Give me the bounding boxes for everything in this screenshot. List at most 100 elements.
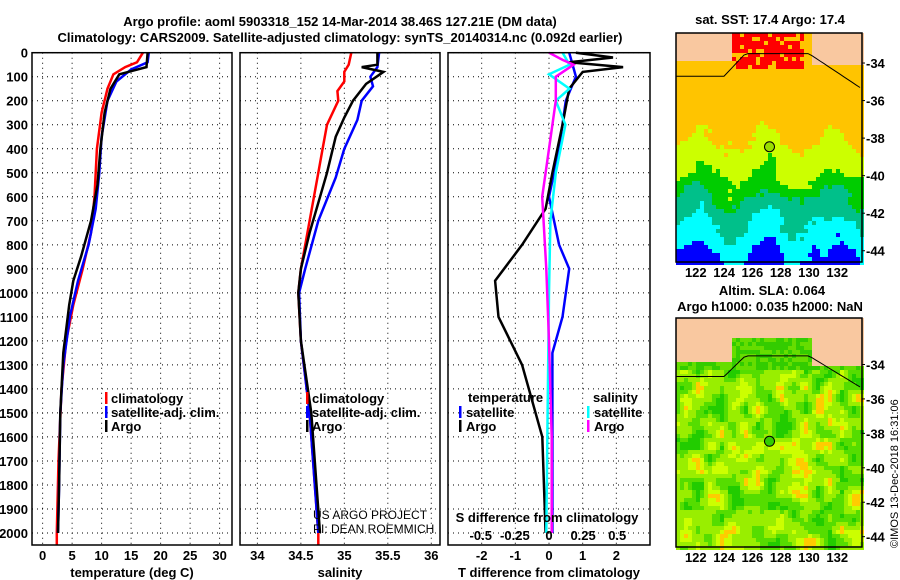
map-cell [828,77,832,81]
map-cell [688,330,692,334]
map-cell [732,193,736,197]
map-cell [744,534,748,538]
map-cell [776,362,780,366]
map-cell [848,105,852,109]
map-cell [780,173,784,177]
map-cell [748,530,752,534]
map-cell [744,390,748,394]
map-cell [712,257,716,261]
map-cell [804,225,808,229]
map-cell [760,406,764,410]
map-cell [724,414,728,418]
map-cell [768,137,772,141]
map-cell [812,362,816,366]
map-cell [752,209,756,213]
map-cell [788,438,792,442]
map-cell [680,546,684,550]
map-cell [856,181,860,185]
map-cell [784,173,788,177]
map-cell [676,157,680,161]
map-cell [844,141,848,145]
map-cell [724,117,728,121]
map-cell [740,330,744,334]
map-cell [772,346,776,350]
map-cell [700,73,704,77]
map-cell [688,117,692,121]
map-cell [688,221,692,225]
map-cell [796,145,800,149]
map-cell [808,61,812,65]
map-cell [700,133,704,137]
map-cell [764,81,768,85]
map-cell [804,149,808,153]
map-cell [776,538,780,542]
map-cell [712,45,716,49]
map-cell [736,354,740,358]
map-cell [688,193,692,197]
map-cell [732,358,736,362]
map-cell [700,41,704,45]
map-cell [788,157,792,161]
map-cell [844,49,848,53]
map-cell [716,350,720,354]
map-cell [720,418,724,422]
map-cell [732,77,736,81]
map-cell [716,414,720,418]
map-cell [800,334,804,338]
map-cell [728,117,732,121]
map-cell [676,410,680,414]
map-cell [856,221,860,225]
map-cell [800,225,804,229]
map-cell [720,346,724,350]
map-cell [704,406,708,410]
map-cell [708,57,712,61]
map-cell [760,205,764,209]
map-cell [748,462,752,466]
map-cell [784,117,788,121]
map-cell [728,101,732,105]
map-cell [736,510,740,514]
map-cell [724,133,728,137]
map-cell [760,450,764,454]
map-cell [688,185,692,189]
map-cell [752,506,756,510]
map-cell [780,89,784,93]
map-cell [700,45,704,49]
map-cell [756,430,760,434]
map-cell [756,538,760,542]
map-cell [728,494,732,498]
map-cell [760,346,764,350]
map-cell [780,93,784,97]
map-cell [856,169,860,173]
map-cell [808,446,812,450]
map-cell [712,77,716,81]
map-cell [840,41,844,45]
map-cell [800,125,804,129]
map-cell [852,209,856,213]
map-cell [816,494,820,498]
map-cell [816,362,820,366]
map-cell [712,406,716,410]
map-cell [744,89,748,93]
map-cell [748,394,752,398]
map-cell [764,89,768,93]
map-cell [712,109,716,113]
map-cell [720,121,724,125]
map-cell [792,362,796,366]
map-cell [776,346,780,350]
map-cell [788,117,792,121]
map-cell [788,177,792,181]
map-cell [800,73,804,77]
map-cell [800,213,804,217]
map-cell [676,81,680,85]
map-cell [788,33,792,37]
legend-swatch [306,392,309,404]
map-cell [736,153,740,157]
map-cell [812,414,816,418]
map-cell [692,193,696,197]
map-cell [816,161,820,165]
map-cell [812,129,816,133]
map-cell [804,145,808,149]
map-cell [724,402,728,406]
map-cell [676,394,680,398]
